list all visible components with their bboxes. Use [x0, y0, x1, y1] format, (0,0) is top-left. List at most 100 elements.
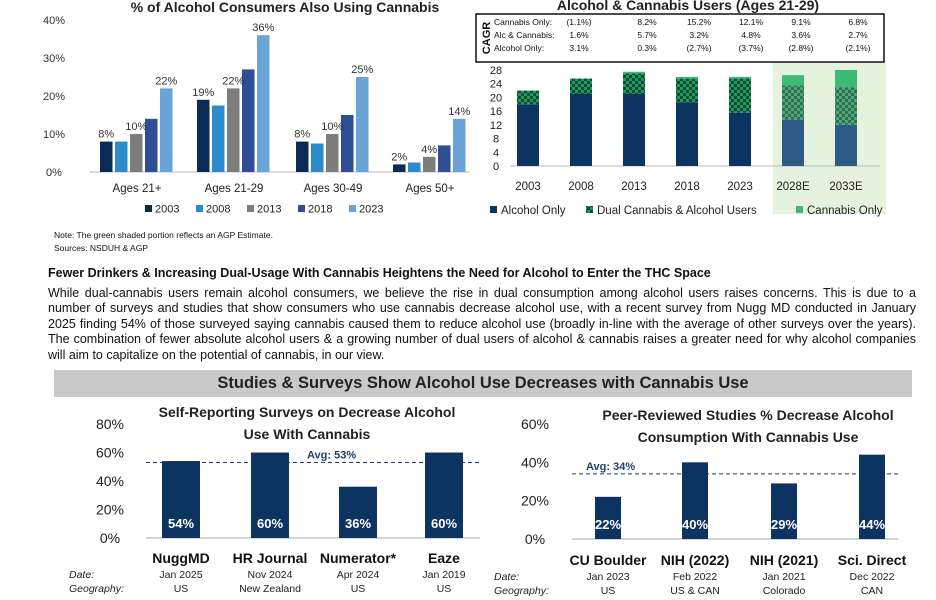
cagr-value: 12.1%	[739, 17, 764, 27]
bar	[595, 496, 621, 539]
category-label: Numerator*	[320, 550, 397, 566]
section-headline: Fewer Drinkers & Increasing Dual-Usage W…	[48, 266, 711, 280]
legend-swatch	[796, 206, 803, 213]
bar-2023	[160, 88, 173, 172]
y-tick-label: 28	[490, 65, 502, 77]
cagr-value: 5.7%	[637, 30, 657, 40]
category-label: NIH (2021)	[750, 552, 818, 568]
data-label: 19%	[192, 87, 214, 99]
data-label: 10%	[125, 121, 147, 133]
category-label: 2013	[621, 181, 647, 193]
cagr-table-border	[475, 13, 885, 63]
date-value: Jan 2021	[762, 571, 805, 583]
chart-title-line-1: Peer-Reviewed Studies % Decrease Alcohol	[602, 407, 893, 423]
legend-swatch	[145, 205, 152, 212]
data-label: 8%	[98, 129, 114, 141]
cagr-value: 0.3%	[637, 43, 657, 53]
bar-segment-1	[623, 73, 645, 94]
y-tick-label: 40%	[96, 473, 124, 489]
cagr-row-label: Cannabis Only:	[494, 17, 552, 27]
legend-swatch	[490, 206, 497, 213]
bar-segment-0	[782, 119, 804, 166]
y-tick-label: 4	[493, 147, 499, 159]
chart-title: % of Alcohol Consumers Also Using Cannab…	[131, 0, 440, 15]
date-value: Apr 2024	[337, 569, 380, 581]
bar-segment-0	[835, 124, 857, 166]
bar-segment-0	[517, 104, 539, 166]
date-value: Jan 2019	[422, 569, 465, 581]
bar-2003	[100, 141, 113, 172]
bar-2013	[227, 88, 240, 172]
cagr-value: 8.2%	[637, 17, 657, 27]
bar-segment-2	[623, 71, 645, 74]
y-tick-label: 0	[493, 161, 499, 173]
data-label: 22%	[155, 75, 177, 87]
category-label: Sci. Direct	[838, 552, 907, 568]
bar-value-label: 40%	[682, 517, 708, 532]
bar-2008	[212, 105, 225, 172]
bar-segment-0	[623, 94, 645, 166]
bar-value-label: 60%	[431, 516, 457, 531]
bar-2018	[438, 145, 451, 172]
cagr-value: (1.1%)	[566, 17, 591, 27]
bar-segment-1	[835, 87, 857, 125]
category-label: 2003	[515, 181, 541, 193]
cagr-value: 6.8%	[848, 17, 868, 27]
date-value: Feb 2022	[673, 571, 718, 583]
bar	[859, 454, 885, 539]
chart-title: Alcohol & Cannabis Users (Ages 21-29)	[557, 0, 819, 13]
geography-value: US & CAN	[670, 585, 720, 597]
cagr-row-label: Alc & Cannabis:	[494, 30, 554, 40]
bar-segment-2	[835, 70, 857, 88]
category-label: Ages 21-29	[205, 183, 264, 195]
legend-label: 2023	[359, 204, 383, 216]
date-value: Dec 2022	[850, 571, 895, 583]
legend-swatch	[247, 205, 254, 212]
category-label: NuggMD	[152, 550, 210, 566]
y-tick-label: 30%	[43, 53, 65, 65]
self-reporting-surveys-chart: Self-Reporting Surveys on Decrease Alcoh…	[69, 404, 480, 595]
data-label: 25%	[351, 64, 373, 76]
body-paragraph: While dual-cannabis users remain alcohol…	[48, 286, 916, 362]
legend-swatch	[196, 205, 203, 212]
bar-2003	[197, 99, 210, 172]
bar-segment-2	[676, 76, 698, 79]
average-label: Avg: 34%	[586, 461, 635, 473]
bar	[339, 486, 377, 538]
geography-value: Colorado	[763, 585, 806, 597]
legend-label: 2018	[308, 204, 332, 216]
bar-2003	[393, 164, 406, 172]
cagr-value: (3.7%)	[738, 43, 763, 53]
bar-2018	[145, 118, 158, 172]
cagr-value: 3.6%	[791, 30, 811, 40]
bar-2003	[296, 141, 309, 172]
cagr-value: 3.1%	[569, 43, 589, 53]
category-label: NIH (2022)	[661, 552, 729, 568]
y-tick-label: 8	[493, 134, 499, 146]
bar-segment-1	[570, 78, 592, 94]
category-label: 2008	[568, 181, 594, 193]
legend-label: Dual Cannabis & Alcohol Users	[597, 205, 757, 217]
legend-swatch	[349, 205, 356, 212]
y-tick-label: 12	[490, 120, 502, 132]
alcohol-consumers-cannabis-chart: % of Alcohol Consumers Also Using Cannab…	[43, 0, 470, 216]
cagr-value: (2.8%)	[788, 43, 813, 53]
bar-2018	[341, 115, 354, 172]
date-row-label: Date:	[69, 569, 94, 581]
cagr-value: 3.2%	[689, 30, 709, 40]
category-label: 2018	[674, 181, 700, 193]
geography-value: CAN	[861, 585, 883, 597]
chart-title-line-2: Use With Cannabis	[244, 426, 371, 442]
category-label: 2033E	[829, 181, 863, 193]
bar-2013	[130, 134, 143, 172]
legend-label: 2003	[155, 204, 179, 216]
geography-value: US	[351, 583, 366, 595]
chart-note: Note: The green shaded portion reflects …	[54, 230, 273, 240]
data-label: 10%	[321, 121, 343, 133]
geography-value: US	[437, 583, 452, 595]
bar-value-label: 36%	[345, 516, 371, 531]
bar-2013	[423, 156, 436, 172]
date-value: Nov 2024	[248, 569, 293, 581]
legend-swatch	[586, 206, 593, 213]
bar	[682, 462, 708, 539]
